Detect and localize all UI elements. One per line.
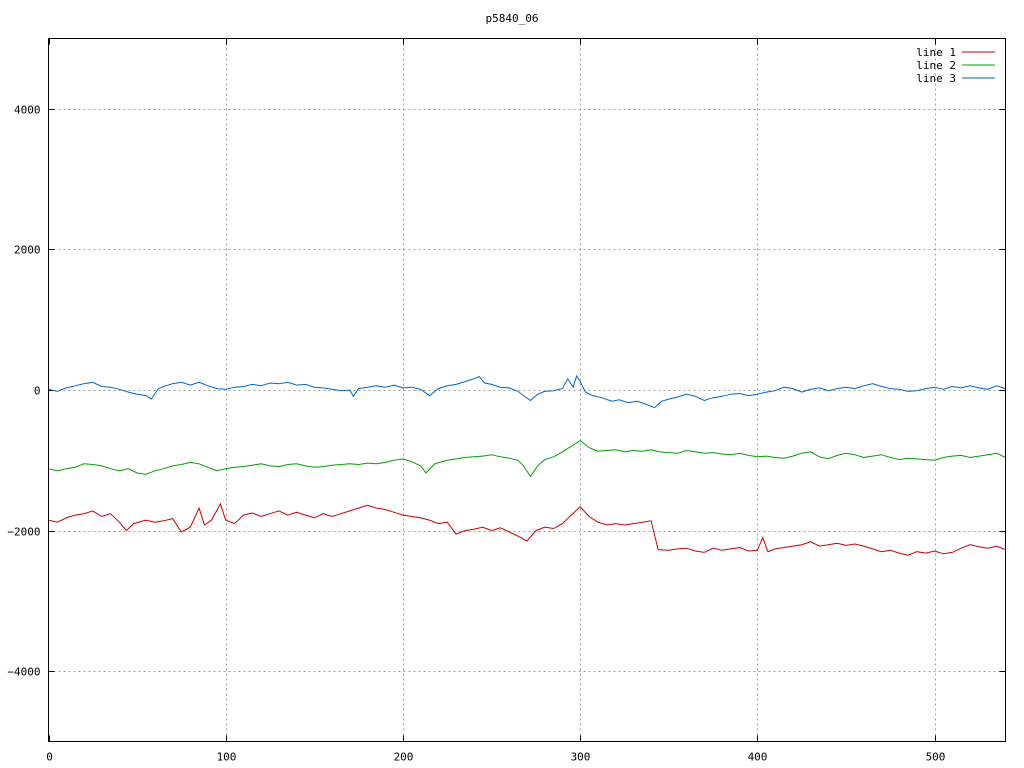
y-tick-label: 4000 — [14, 104, 41, 117]
grid-lines — [48, 38, 1006, 742]
x-tick-label: 300 — [571, 751, 591, 764]
x-tick-label: 100 — [217, 751, 237, 764]
axis-ticks: 0 100 200 300 400 500 −4000 −2000 0 2000 4000 — [7, 104, 945, 764]
y-tick-label: −4000 — [7, 666, 40, 679]
series-line-1 — [48, 502, 1006, 556]
legend-label-1: line 1 — [916, 46, 956, 59]
x-tick-label: 0 — [46, 751, 53, 764]
series-line-3 — [48, 374, 1006, 409]
x-tick-label: 400 — [748, 751, 768, 764]
chart-title: p5840_06 — [486, 12, 539, 25]
plot-frame — [48, 38, 1006, 742]
y-tick-label: −2000 — [7, 526, 40, 539]
series-line-2 — [48, 439, 1006, 478]
legend-label-3: line 3 — [916, 72, 956, 85]
y-tick-label: 2000 — [14, 244, 41, 257]
x-tick-label: 500 — [926, 751, 946, 764]
series-lines — [48, 374, 1006, 556]
x-tick-label: 200 — [394, 751, 414, 764]
y-tick-label: 0 — [34, 385, 41, 398]
legend-label-2: line 2 — [916, 59, 956, 72]
